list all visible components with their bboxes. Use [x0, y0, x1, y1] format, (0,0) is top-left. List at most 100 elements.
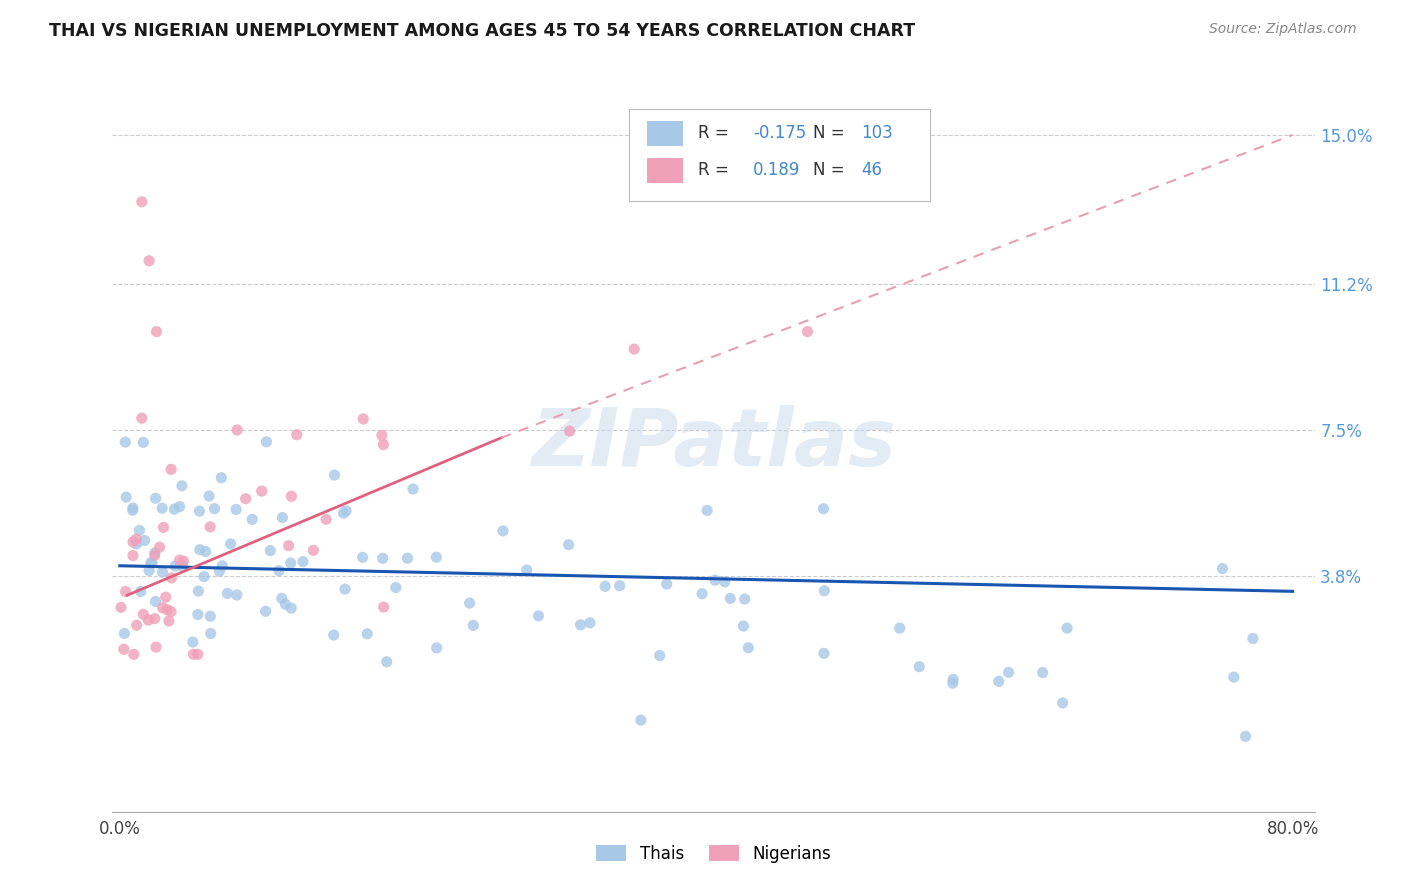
Point: [373, 437, 395, 451]
Point: [463, 618, 485, 632]
Text: N =: N =: [813, 161, 845, 179]
Point: [156, 602, 179, 616]
Point: [322, 628, 344, 642]
Point: [250, 484, 273, 499]
Point: [458, 596, 481, 610]
Point: [352, 550, 374, 565]
Point: [623, 342, 645, 356]
Point: [813, 583, 835, 598]
Point: [145, 491, 167, 506]
Point: [332, 506, 354, 520]
Point: [274, 597, 297, 611]
Point: [129, 584, 152, 599]
Point: [302, 543, 325, 558]
Point: [226, 423, 249, 437]
Point: [125, 537, 148, 551]
Point: [208, 565, 231, 579]
Point: [204, 501, 226, 516]
Legend: Thais, Nigerians: Thais, Nigerians: [589, 838, 838, 870]
Point: [169, 553, 191, 567]
Point: [527, 608, 550, 623]
Point: [352, 412, 374, 426]
Point: [557, 538, 579, 552]
Point: [187, 584, 209, 599]
Point: [131, 411, 153, 425]
Point: [155, 590, 177, 604]
Point: [138, 564, 160, 578]
Point: [143, 548, 166, 562]
Point: [1052, 696, 1074, 710]
Point: [375, 655, 398, 669]
Text: R =: R =: [697, 124, 728, 142]
Point: [235, 491, 257, 506]
Point: [396, 551, 419, 566]
Text: -0.175: -0.175: [754, 124, 807, 142]
Point: [200, 609, 222, 624]
Point: [226, 588, 249, 602]
Point: [425, 550, 447, 565]
Point: [200, 626, 222, 640]
Point: [138, 253, 160, 268]
Point: [172, 554, 194, 568]
Point: [128, 524, 150, 538]
Point: [696, 503, 718, 517]
Point: [569, 618, 592, 632]
Point: [211, 558, 233, 573]
Text: THAI VS NIGERIAN UNEMPLOYMENT AMONG AGES 45 TO 54 YEARS CORRELATION CHART: THAI VS NIGERIAN UNEMPLOYMENT AMONG AGES…: [49, 22, 915, 40]
Point: [373, 600, 395, 615]
Point: [889, 621, 911, 635]
Point: [291, 555, 314, 569]
Point: [385, 581, 408, 595]
Point: [132, 435, 155, 450]
Point: [132, 607, 155, 622]
Point: [194, 544, 217, 558]
Point: [209, 471, 232, 485]
Point: [714, 574, 737, 589]
Point: [122, 501, 145, 516]
Point: [426, 640, 449, 655]
Point: [149, 540, 172, 554]
Point: [181, 635, 204, 649]
Point: [157, 614, 180, 628]
Point: [152, 565, 174, 579]
Text: Source: ZipAtlas.com: Source: ZipAtlas.com: [1209, 22, 1357, 37]
Text: N =: N =: [813, 124, 845, 142]
Text: R =: R =: [697, 161, 728, 179]
Point: [225, 502, 247, 516]
Point: [285, 427, 308, 442]
Point: [187, 648, 209, 662]
Point: [198, 489, 221, 503]
Point: [280, 489, 302, 503]
Text: 103: 103: [862, 124, 893, 142]
Point: [143, 546, 166, 560]
Point: [115, 490, 138, 504]
Text: 0.189: 0.189: [754, 161, 800, 179]
Point: [942, 673, 965, 687]
Point: [114, 584, 136, 599]
Point: [188, 504, 211, 518]
Point: [402, 482, 425, 496]
Bar: [647, 158, 683, 183]
Point: [1211, 561, 1233, 575]
Point: [579, 615, 602, 630]
Point: [908, 659, 931, 673]
Point: [1241, 632, 1264, 646]
Point: [280, 556, 302, 570]
Point: [160, 605, 183, 619]
Point: [1032, 665, 1054, 680]
Point: [112, 642, 135, 657]
Point: [121, 503, 143, 517]
Point: [718, 591, 741, 606]
Point: [516, 563, 538, 577]
Point: [172, 559, 194, 574]
Point: [280, 601, 302, 615]
Point: [114, 626, 136, 640]
Point: [356, 627, 378, 641]
Point: [141, 557, 163, 571]
Point: [942, 676, 965, 690]
Point: [152, 520, 174, 534]
Point: [122, 535, 145, 549]
Point: [143, 612, 166, 626]
Point: [160, 571, 183, 585]
Point: [371, 551, 394, 566]
